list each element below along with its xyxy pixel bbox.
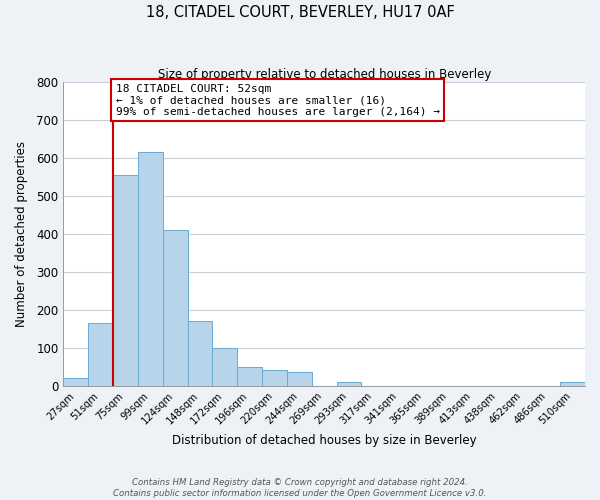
Bar <box>337 382 361 386</box>
Bar <box>64 378 88 386</box>
Bar <box>212 348 237 386</box>
Title: Size of property relative to detached houses in Beverley: Size of property relative to detached ho… <box>158 68 491 80</box>
Text: 18 CITADEL COURT: 52sqm
← 1% of detached houses are smaller (16)
99% of semi-det: 18 CITADEL COURT: 52sqm ← 1% of detached… <box>116 84 440 117</box>
Bar <box>163 230 188 386</box>
Bar <box>237 366 262 386</box>
Bar <box>88 323 113 386</box>
Bar <box>113 175 138 386</box>
Y-axis label: Number of detached properties: Number of detached properties <box>15 140 28 326</box>
Bar <box>287 372 312 386</box>
Bar <box>262 370 287 386</box>
Text: 18, CITADEL COURT, BEVERLEY, HU17 0AF: 18, CITADEL COURT, BEVERLEY, HU17 0AF <box>146 5 454 20</box>
X-axis label: Distribution of detached houses by size in Beverley: Distribution of detached houses by size … <box>172 434 476 448</box>
Text: Contains HM Land Registry data © Crown copyright and database right 2024.
Contai: Contains HM Land Registry data © Crown c… <box>113 478 487 498</box>
Bar <box>188 321 212 386</box>
Bar <box>560 382 585 386</box>
Bar <box>138 152 163 386</box>
